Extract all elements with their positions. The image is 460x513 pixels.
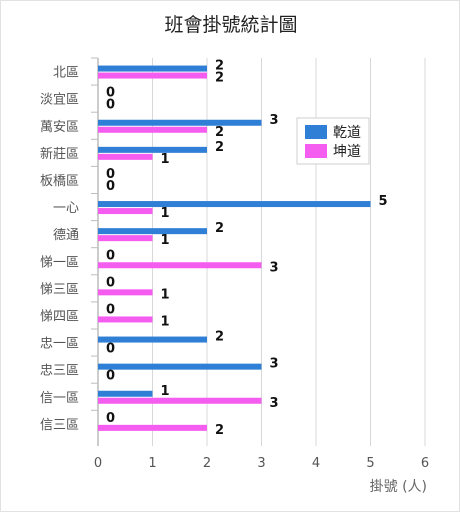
bar-kundao xyxy=(98,289,153,296)
legend-swatch xyxy=(305,144,327,158)
x-tick-label: 6 xyxy=(421,456,429,471)
value-label: 0 xyxy=(106,369,115,384)
x-tick-label: 0 xyxy=(94,456,102,471)
bar-kundao xyxy=(98,208,153,215)
bar-qiandao xyxy=(98,390,153,397)
bar-kundao xyxy=(98,72,207,79)
value-label: 0 xyxy=(106,342,115,357)
category-label: 北區 xyxy=(53,66,79,81)
category-label: 淡宜區 xyxy=(40,93,79,108)
x-tick-label: 4 xyxy=(312,456,320,471)
category-label: 信一區 xyxy=(40,391,79,406)
value-label: 1 xyxy=(161,152,170,167)
category-label: 悌三區 xyxy=(40,281,79,297)
x-axis-title: 掛號 (人) xyxy=(370,479,427,495)
value-label: 1 xyxy=(161,314,170,329)
value-label: 2 xyxy=(215,59,224,74)
value-label: 2 xyxy=(215,71,224,86)
value-label: 3 xyxy=(270,357,279,372)
value-label: 0 xyxy=(106,86,115,101)
gridlines xyxy=(91,57,426,446)
value-label: 1 xyxy=(161,233,170,248)
bar-kundao xyxy=(98,424,207,431)
legend-label: 乾道 xyxy=(333,125,361,141)
x-tick-label: 3 xyxy=(257,456,265,471)
bar-qiandao xyxy=(98,336,207,343)
value-label: 2 xyxy=(215,423,224,438)
x-tick-label: 1 xyxy=(148,456,156,471)
category-label: 德通 xyxy=(53,228,79,243)
value-label: 2 xyxy=(215,140,224,155)
value-label: 2 xyxy=(215,221,224,236)
category-label: 悌一區 xyxy=(40,254,79,270)
value-label: 0 xyxy=(106,179,115,194)
category-label: 新莊區 xyxy=(40,146,79,162)
value-label: 0 xyxy=(106,302,115,317)
category-label: 信三區 xyxy=(40,418,79,433)
bar-qiandao xyxy=(98,65,207,72)
bar-qiandao xyxy=(98,119,262,126)
value-label: 0 xyxy=(106,411,115,426)
value-label: 2 xyxy=(215,125,224,140)
category-label: 忠三區 xyxy=(40,364,79,379)
value-label: 0 xyxy=(106,248,115,263)
category-label: 忠一區 xyxy=(40,337,79,352)
value-label: 3 xyxy=(270,113,279,128)
chart-title: 班會掛號統計圖 xyxy=(164,14,297,36)
bar-qiandao xyxy=(98,201,371,208)
bar-kundao xyxy=(98,397,262,404)
value-label: 1 xyxy=(161,287,170,302)
value-label: 3 xyxy=(270,396,279,411)
category-label: 悌四區 xyxy=(40,308,79,324)
value-label: 5 xyxy=(379,194,388,209)
bar-kundao xyxy=(98,235,153,242)
value-label: 0 xyxy=(106,167,115,182)
category-label: 板橋區 xyxy=(40,174,79,189)
value-label: 0 xyxy=(106,98,115,113)
bar-qiandao xyxy=(98,146,207,153)
x-tick-label: 5 xyxy=(366,456,374,471)
bar-kundao xyxy=(98,153,153,160)
legend-label: 坤道 xyxy=(333,144,361,160)
value-label: 3 xyxy=(270,260,279,275)
category-label: 萬安區 xyxy=(40,120,79,135)
category-label: 一心 xyxy=(53,201,79,216)
value-label: 1 xyxy=(161,384,170,399)
bar-qiandao xyxy=(98,228,207,235)
bar-kundao xyxy=(98,316,153,323)
bar-kundao xyxy=(98,262,262,269)
legend-swatch xyxy=(305,125,327,139)
x-axis-tick-labels: 0 1 2 3 4 5 6 xyxy=(94,456,429,471)
x-tick-label: 2 xyxy=(203,456,211,471)
bar-kundao xyxy=(98,126,207,133)
value-label: 0 xyxy=(106,275,115,290)
value-label: 2 xyxy=(215,330,224,345)
value-label: 1 xyxy=(161,206,170,221)
bars xyxy=(98,65,371,431)
bar-qiandao xyxy=(98,363,262,370)
